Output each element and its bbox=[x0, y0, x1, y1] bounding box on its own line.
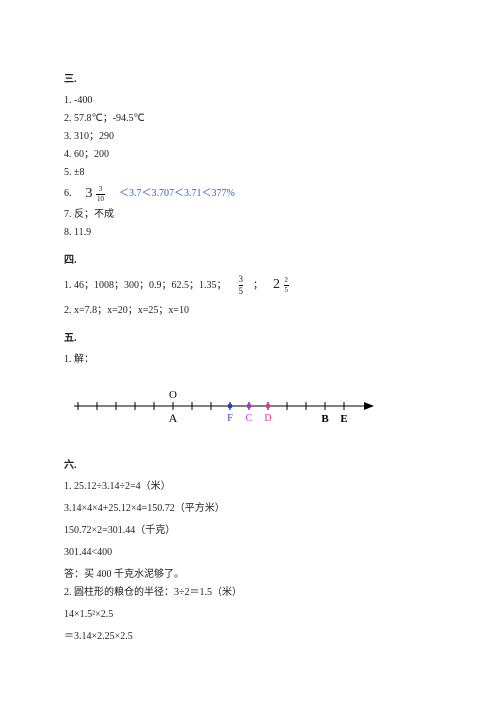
s3-item-8: 8. 11.9 bbox=[64, 225, 436, 241]
section-6-head: 六. bbox=[64, 456, 436, 471]
s3-item-1: 1. -400 bbox=[64, 93, 436, 109]
s3-item-5: 5. ±8 bbox=[64, 165, 436, 181]
frac-den: 5 bbox=[284, 287, 290, 294]
svg-text:E: E bbox=[340, 413, 347, 425]
s4-line-1: 1. 46；1008；300；0.9；62.5；1.35； 3 5 ； 2 2 … bbox=[64, 274, 436, 296]
frac-3-5: 3 5 bbox=[239, 275, 244, 296]
s3-item-6-prefix: 6. bbox=[64, 186, 72, 202]
s6-line-7: 14×1.5²×2.5 bbox=[64, 607, 436, 623]
s6-line-8: ＝3.14×2.25×2.5 bbox=[64, 629, 436, 645]
s4-l1-text: 1. 46；1008；300；0.9；62.5；1.35； bbox=[64, 278, 227, 294]
svg-text:A: A bbox=[169, 411, 178, 425]
mixed-2-2-5: 2 2 5 bbox=[273, 274, 289, 296]
s4-line-2: 2. x=7.8；x=20；x=25；x=10 bbox=[64, 303, 436, 319]
s3-item-6-rest: ＜3.7＜3.707＜3.71＜377% bbox=[119, 186, 235, 202]
frac-num: 3 bbox=[96, 186, 105, 193]
s6-line-6: 2. 圆柱形的粮仓的半径：3÷2＝1.5（米） bbox=[64, 585, 436, 601]
frac-num: 3 bbox=[239, 275, 244, 284]
frac-den: 5 bbox=[239, 287, 244, 296]
svg-text:F: F bbox=[227, 413, 233, 424]
s6-line-2: 3.14×4×4+25.12×4=150.72（平方米） bbox=[64, 501, 436, 517]
section-4-head: 四. bbox=[64, 251, 436, 266]
mixed-frac: 3 10 bbox=[96, 186, 105, 203]
s3-item-3: 3. 310；290 bbox=[64, 129, 436, 145]
svg-text:B: B bbox=[321, 413, 329, 425]
s6-line-4: 301.44<400 bbox=[64, 545, 436, 561]
svg-text:C: C bbox=[246, 413, 253, 424]
page: 三. 1. -400 2. 57.8℃；-94.5℃ 3. 310；290 4.… bbox=[0, 0, 500, 667]
section-5-head: 五. bbox=[64, 329, 436, 344]
s6-line-1: 1. 25.12÷3.14÷2=4（米） bbox=[64, 479, 436, 495]
number-line-svg: OA F CD BE bbox=[64, 384, 384, 444]
mixed-whole: 3 bbox=[86, 183, 93, 205]
section-3-head: 三. bbox=[64, 70, 436, 85]
frac-den: 10 bbox=[96, 196, 105, 203]
mixed-3-3-10: 3 3 10 bbox=[86, 183, 106, 205]
number-line: OA F CD BE bbox=[64, 384, 436, 444]
s6-line-5: 答：买 400 千克水泥够了。 bbox=[64, 567, 436, 583]
mixed-frac: 2 5 bbox=[284, 277, 290, 294]
s3-item-6: 6. 3 3 10 ＜3.7＜3.707＜3.71＜377% bbox=[64, 183, 436, 205]
mixed-whole: 2 bbox=[273, 274, 280, 296]
s3-item-2: 2. 57.8℃；-94.5℃ bbox=[64, 111, 436, 127]
svg-text:O: O bbox=[169, 389, 177, 401]
s4-sep: ； bbox=[253, 278, 263, 294]
frac-num: 2 bbox=[284, 277, 290, 284]
s6-line-3: 150.72×2=301.44（千克） bbox=[64, 523, 436, 539]
s5-line-1: 1. 解： bbox=[64, 352, 436, 368]
s3-item-7: 7. 反；不成 bbox=[64, 207, 436, 223]
svg-text:D: D bbox=[264, 413, 271, 424]
s3-item-4: 4. 60；200 bbox=[64, 147, 436, 163]
